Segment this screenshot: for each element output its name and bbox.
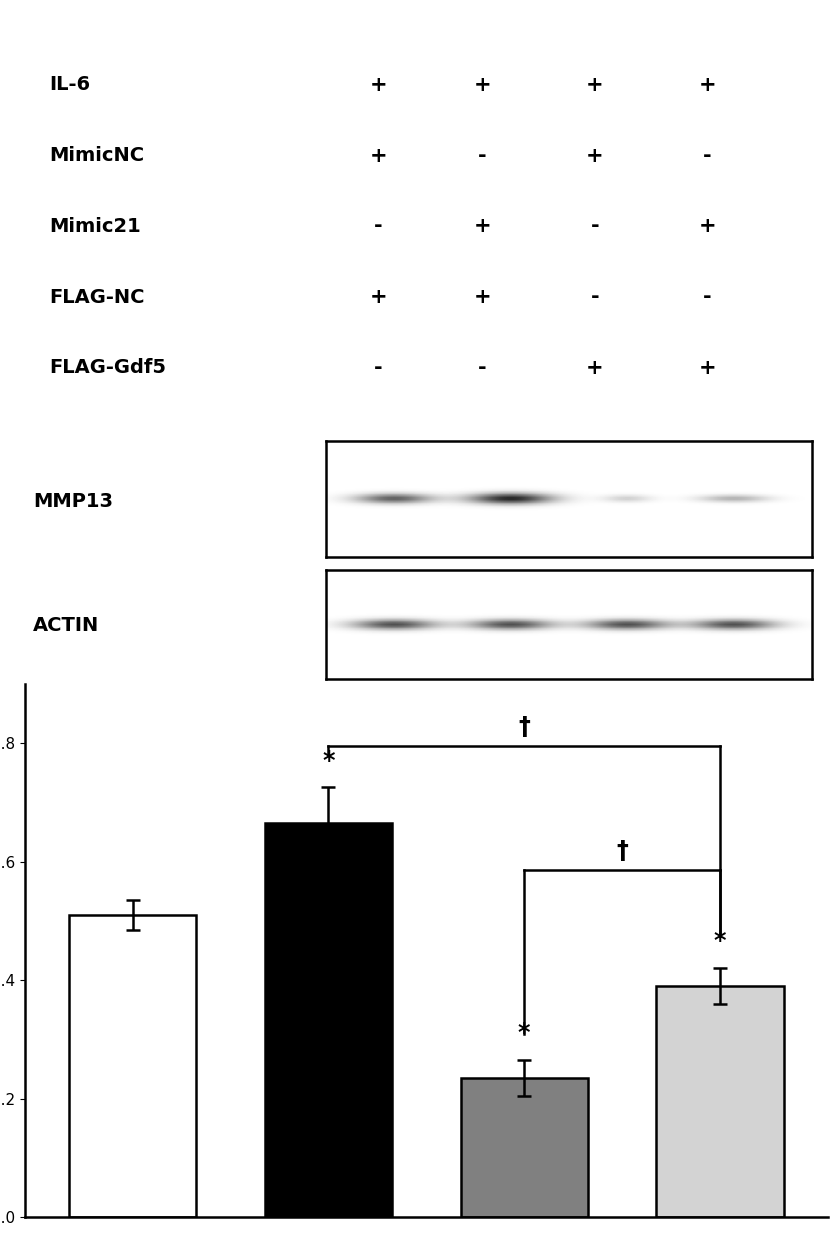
Text: Mimic21: Mimic21 xyxy=(49,217,141,236)
Text: †: † xyxy=(518,715,530,739)
Bar xyxy=(69,915,196,1217)
Text: +: + xyxy=(474,216,492,236)
Text: -: - xyxy=(478,146,487,166)
Text: +: + xyxy=(586,358,604,378)
Text: +: + xyxy=(698,75,716,95)
Text: +: + xyxy=(474,75,492,95)
Text: -: - xyxy=(478,358,487,378)
Text: -: - xyxy=(374,216,383,236)
Text: *: * xyxy=(714,930,726,954)
Text: +: + xyxy=(474,287,492,307)
Text: FLAG-NC: FLAG-NC xyxy=(49,287,145,306)
Bar xyxy=(461,1078,588,1217)
Text: ACTIN: ACTIN xyxy=(33,616,99,635)
Text: +: + xyxy=(698,216,716,236)
Text: +: + xyxy=(370,75,387,95)
Text: *: * xyxy=(518,1022,531,1045)
Bar xyxy=(265,823,392,1217)
Text: -: - xyxy=(374,358,383,378)
Text: +: + xyxy=(370,146,387,166)
Text: -: - xyxy=(703,146,711,166)
Text: +: + xyxy=(370,287,387,307)
Text: -: - xyxy=(590,216,599,236)
Text: MMP13: MMP13 xyxy=(33,492,113,511)
Text: -: - xyxy=(590,287,599,307)
Text: IL-6: IL-6 xyxy=(49,75,90,94)
Text: *: * xyxy=(322,749,334,773)
Bar xyxy=(656,986,783,1217)
Text: +: + xyxy=(586,146,604,166)
Text: †: † xyxy=(616,840,628,863)
Text: +: + xyxy=(698,358,716,378)
Text: -: - xyxy=(703,287,711,307)
Text: +: + xyxy=(586,75,604,95)
Text: FLAG-Gdf5: FLAG-Gdf5 xyxy=(49,359,166,378)
Text: MimicNC: MimicNC xyxy=(49,146,145,166)
